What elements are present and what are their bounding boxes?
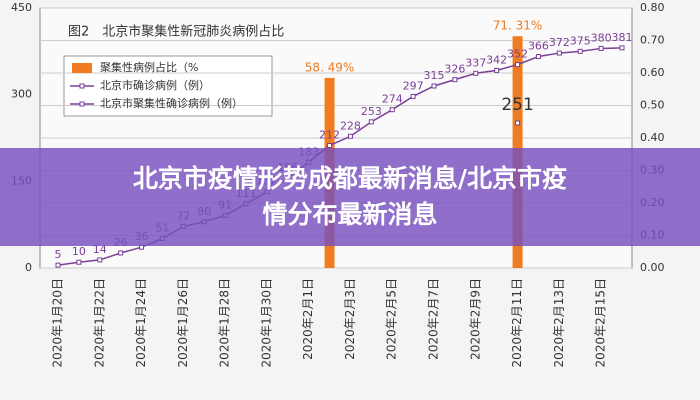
marker [515, 120, 521, 126]
x-tick-label: 2020年1月26日 [176, 278, 190, 367]
data-label: 337 [465, 56, 486, 69]
marker [515, 62, 521, 68]
marker [556, 50, 562, 56]
legend-marker [79, 101, 85, 107]
x-tick-label: 2020年2月7日 [427, 278, 441, 360]
y2-tick-label: 0.70 [640, 34, 665, 47]
marker [327, 143, 333, 149]
x-tick-label: 2020年2月1日 [301, 278, 315, 360]
data-label: 366 [528, 40, 549, 53]
data-label: 297 [403, 79, 424, 92]
marker [118, 250, 124, 256]
marker [97, 257, 103, 263]
y2-tick-label: 0.40 [640, 131, 665, 144]
marker [389, 107, 395, 113]
data-label: 274 [382, 93, 403, 106]
data-label: 5 [55, 248, 62, 261]
marker [494, 67, 500, 73]
legend-label: 聚集性病例占比（% [100, 60, 198, 74]
chart-title: 图2 北京市聚集性新冠肺炎病例占比 [68, 24, 284, 40]
x-tick-label: 2020年1月22日 [92, 278, 106, 367]
data-label: 380 [591, 31, 612, 44]
y-tick-label: 0 [25, 261, 32, 274]
y2-tick-label: 0.60 [640, 66, 665, 79]
y-tick-label: 450 [11, 1, 32, 14]
banner-text: 北京市疫情形势成都最新消息/北京市疫 [133, 164, 567, 193]
marker [535, 54, 541, 60]
data-label: 251 [501, 95, 533, 115]
data-label: 253 [361, 105, 382, 118]
data-label: 326 [444, 63, 465, 76]
legend-label: 北京市聚集性确诊病例（例） [100, 96, 243, 110]
y2-tick-label: 0.50 [640, 99, 665, 112]
y-tick-label: 300 [11, 88, 32, 101]
x-tick-label: 2020年2月9日 [468, 278, 482, 360]
x-tick-label: 2020年2月11日 [510, 278, 524, 367]
data-label: 228 [340, 119, 361, 132]
legend-swatch [72, 63, 92, 73]
data-label: 212 [319, 129, 340, 142]
x-tick-label: 2020年2月13日 [552, 278, 566, 367]
data-label: 10 [72, 245, 86, 258]
bar-label: 71. 31% [493, 19, 543, 33]
y2-tick-label: 0.00 [640, 261, 665, 274]
banner-text: 情分布最新消息 [262, 200, 437, 229]
marker [76, 259, 82, 265]
data-label: 375 [570, 34, 591, 47]
y2-tick-label: 0.80 [640, 1, 665, 14]
legend-label: 北京市确诊病例（例） [100, 78, 210, 92]
marker [577, 48, 583, 54]
marker [347, 133, 353, 139]
bar-label: 58. 49% [305, 60, 355, 74]
data-label: 372 [549, 36, 570, 49]
marker [619, 45, 625, 51]
data-label: 315 [424, 69, 445, 82]
x-tick-label: 2020年1月24日 [134, 278, 148, 367]
x-tick-label: 2020年1月20日 [51, 278, 65, 367]
marker [431, 83, 437, 89]
marker [452, 77, 458, 83]
banner-band [0, 148, 700, 246]
x-tick-label: 2020年2月15日 [594, 278, 608, 367]
marker [473, 70, 479, 76]
marker [410, 93, 416, 99]
data-label: 14 [93, 243, 107, 256]
marker [55, 262, 61, 268]
data-label: 352 [507, 48, 528, 61]
x-tick-label: 2020年2月3日 [343, 278, 357, 360]
marker [368, 119, 374, 125]
data-label: 342 [486, 53, 507, 66]
x-tick-label: 2020年1月30日 [259, 278, 273, 367]
marker [598, 45, 604, 51]
x-tick-label: 2020年2月5日 [385, 278, 399, 360]
x-tick-label: 2020年1月28日 [218, 278, 232, 367]
data-label: 381 [612, 31, 633, 44]
legend-marker [79, 83, 85, 89]
